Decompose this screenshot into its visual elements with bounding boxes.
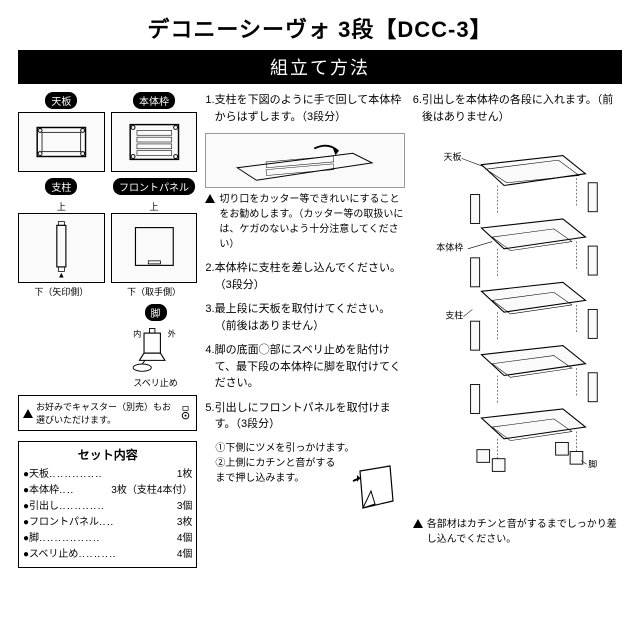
page-title: デコニーシーヴォ 3段【DCC-3】 [0, 0, 640, 50]
set-list: ●天板‥‥‥‥‥‥‥1枚 ●本体枠‥‥3枚（支柱4本付） ●引出し‥‥‥‥‥‥3… [23, 467, 192, 563]
final-warn-text: 各部材はカチンと音がするまでしっかり差し込んでください。 [427, 517, 622, 547]
steps-column-right: 6.引出しを本体枠の各段に入れます。（前後はありません） 天板 本体枠 [413, 92, 622, 568]
part-diagram [18, 213, 105, 283]
warning-icon [23, 409, 33, 418]
step-1: 支柱を下図のように手で回して本体枠からはずします。（3段分） [215, 92, 405, 125]
part-diagram: 内 外 [114, 324, 198, 374]
caster-icon [179, 401, 192, 425]
caster-note-text: お好みでキャスター（別売）もお選びいただけます。 [36, 400, 176, 426]
step-6: 引出しを本体枠の各段に入れます。（前後はありません） [422, 92, 622, 125]
annot-bottom: 下（取手側） [111, 285, 198, 298]
warning-icon [205, 194, 215, 203]
part-label: 支柱 [45, 178, 77, 195]
step-3: 最上段に天板を取付けてください。（前後はありません） [215, 301, 405, 334]
svg-text:本体枠: 本体枠 [436, 242, 463, 253]
set-contents-box: セット内容 ●天板‥‥‥‥‥‥‥1枚 ●本体枠‥‥3枚（支柱4本付） ●引出し‥… [18, 441, 197, 568]
step-2: 本体枠に支柱を差し込んでください。（3段分） [215, 260, 405, 293]
part-frontpanel: フロントパネル 上 下（取手側） [111, 178, 198, 298]
part-tenban: 天板 [18, 92, 105, 172]
set-title: セット内容 [23, 446, 192, 463]
part-label: 脚 [145, 304, 167, 321]
step-5b: ②上側にカチンと音がするまで押し込みます。 [205, 456, 340, 516]
section-bar: 組立て方法 [18, 50, 622, 84]
annot-bottom: 下（矢印側） [18, 285, 105, 298]
step-1-warn: 切り口をカッター等できれいにすることをお勧めします。（カッター等の取扱いには、ケ… [205, 192, 404, 252]
annot-top: 上 [111, 200, 198, 213]
svg-text:内: 内 [133, 329, 141, 339]
step-1-diagram [205, 133, 404, 188]
step-4: 脚の底面◯部にスベリ止めを貼付けて、最下段の本体枠に脚を取付けてください。 [215, 342, 405, 392]
part-diagram [111, 112, 198, 172]
assembly-diagram: 天板 本体枠 支柱 [413, 133, 622, 513]
part-label: 天板 [45, 92, 77, 109]
warn-text: 切り口をカッター等できれいにすることをお勧めします。（カッター等の取扱いには、ケ… [219, 192, 404, 252]
parts-column: 天板 本体枠 支柱 上 下（矢印側） フ [18, 92, 197, 568]
label-tenban: 天板 [443, 151, 461, 162]
caster-note: お好みでキャスター（別売）もお選びいただけます。 [18, 395, 197, 431]
svg-text:脚: 脚 [588, 460, 597, 470]
svg-text:支柱: 支柱 [445, 309, 463, 320]
part-ashi: 脚 内 外 スベリ止め [114, 304, 198, 389]
annot-suberidome: スベリ止め [114, 376, 198, 389]
warning-icon [413, 519, 423, 528]
part-hontaiwaku: 本体枠 [111, 92, 198, 172]
annot-top: 上 [18, 200, 105, 213]
step-5: 引出しにフロントパネルを取付けます。（3段分） [215, 400, 405, 433]
final-warn: 各部材はカチンと音がするまでしっかり差し込んでください。 [413, 517, 622, 547]
part-diagram [18, 112, 105, 172]
steps-column-mid: 1.支柱を下図のように手で回して本体枠からはずします。（3段分） 切り口をカッタ… [205, 92, 404, 568]
svg-text:外: 外 [167, 329, 175, 339]
part-label: フロントパネル [113, 178, 195, 195]
step-5-diagram [345, 456, 405, 516]
step-5a: ①下側にツメを引っかけます。 [205, 441, 404, 456]
part-diagram [111, 213, 198, 283]
part-label: 本体枠 [133, 92, 175, 109]
part-shichu: 支柱 上 下（矢印側） [18, 178, 105, 298]
